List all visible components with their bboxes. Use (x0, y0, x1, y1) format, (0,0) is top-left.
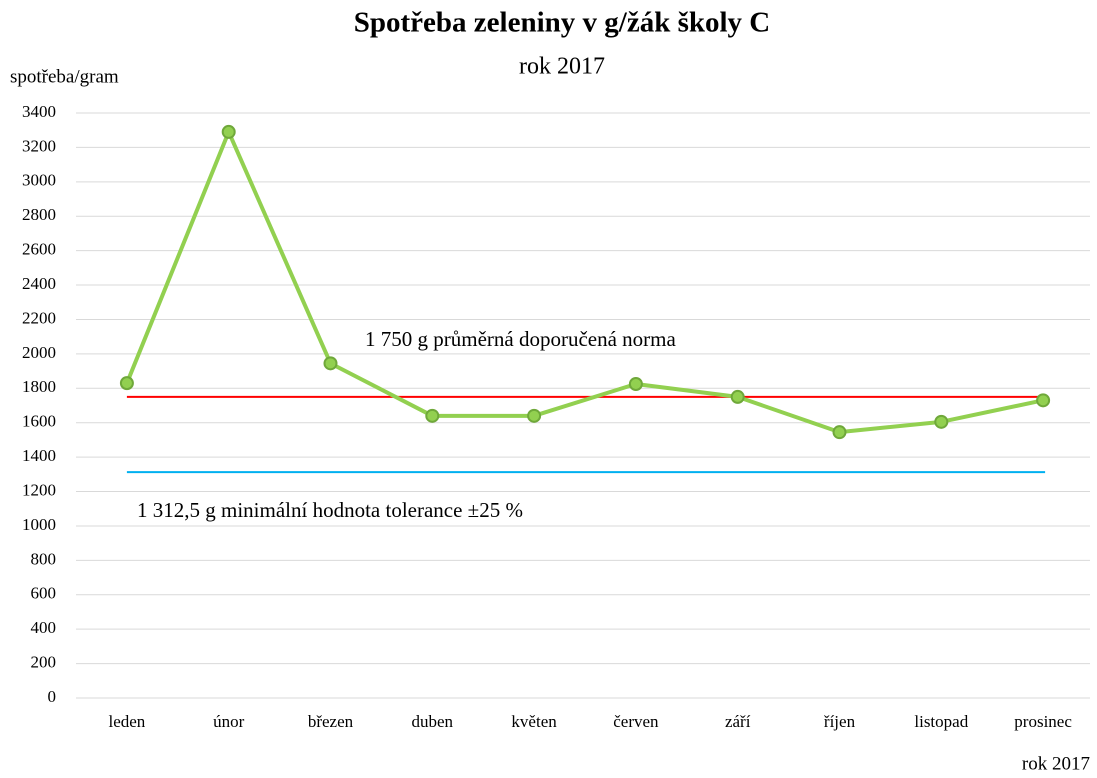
y-tick-label: 600 (31, 584, 57, 603)
x-axis-title: rok 2017 (1022, 753, 1090, 774)
x-tick-label: březen (308, 712, 354, 731)
x-tick-label: únor (213, 712, 245, 731)
data-point (323, 356, 338, 371)
y-tick-label: 2800 (22, 205, 56, 224)
data-point (425, 408, 440, 423)
y-tick-label: 2000 (22, 343, 56, 362)
chart-title: Spotřeba zeleniny v g/žák školy C (354, 7, 771, 39)
data-point (730, 389, 745, 404)
y-tick-label: 3200 (22, 136, 56, 155)
reference-label: 1 750 g průměrná doporučená norma (365, 327, 676, 351)
data-point (119, 376, 134, 391)
x-tick-label: květen (511, 712, 557, 731)
x-tick-label: prosinec (1014, 712, 1072, 731)
x-tick-label: červen (613, 712, 659, 731)
y-tick-label: 3400 (22, 102, 56, 121)
y-tick-label: 800 (31, 549, 57, 568)
data-point (628, 376, 643, 391)
x-tick-label: říjen (824, 712, 856, 731)
data-point (1036, 393, 1051, 408)
y-tick-label: 3000 (22, 171, 56, 190)
y-tick-label: 1000 (22, 515, 56, 534)
y-tick-label: 1200 (22, 480, 56, 499)
data-point (832, 425, 847, 440)
y-axis-title: spotřeba/gram (10, 66, 119, 87)
x-tick-label: duben (412, 712, 454, 731)
y-tick-label: 200 (31, 652, 57, 671)
y-tick-label: 400 (31, 618, 57, 637)
y-tick-label: 1800 (22, 377, 56, 396)
data-point (934, 414, 949, 429)
y-tick-label: 2200 (22, 308, 56, 327)
data-point (527, 408, 542, 423)
y-tick-label: 2400 (22, 274, 56, 293)
x-tick-label: leden (108, 712, 145, 731)
data-point (221, 124, 236, 139)
series-line (125, 129, 1044, 435)
reference-label: 1 312,5 g minimální hodnota tolerance ±2… (137, 498, 523, 522)
x-tick-label: září (725, 712, 751, 731)
y-tick-label: 0 (48, 687, 57, 706)
y-tick-label: 1600 (22, 412, 56, 431)
y-tick-label: 2600 (22, 240, 56, 259)
x-tick-label: listopad (914, 712, 968, 731)
chart-subtitle: rok 2017 (519, 54, 605, 80)
y-tick-label: 1400 (22, 446, 56, 465)
